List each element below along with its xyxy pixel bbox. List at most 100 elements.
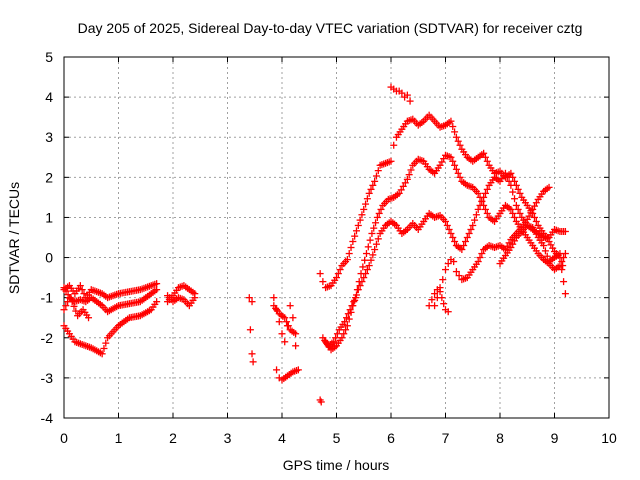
data-point-track-h xyxy=(292,342,300,350)
x-tick-label: 0 xyxy=(60,430,68,446)
data-point-track-l xyxy=(333,330,341,338)
axis-ticks xyxy=(63,56,610,419)
data-point-track-l xyxy=(373,213,381,221)
data-point-track-l xyxy=(332,334,340,342)
data-point-track-o xyxy=(452,268,460,276)
data-point-track-d xyxy=(60,284,68,292)
data-point-track-a xyxy=(76,282,84,290)
data-point-track-q xyxy=(540,242,548,250)
data-point-track-q xyxy=(556,250,564,258)
x-tick-label: 5 xyxy=(333,430,341,446)
data-point-track-m xyxy=(465,229,473,237)
data-point-track-h xyxy=(289,314,297,322)
data-point-track-k xyxy=(363,195,371,203)
data-point-track-k xyxy=(369,181,377,189)
data-point-track-m xyxy=(445,225,453,233)
data-point-track-o xyxy=(455,272,463,280)
data-point-track-o xyxy=(450,258,458,266)
x-tick-label: 9 xyxy=(551,430,559,446)
data-point-track-o xyxy=(474,258,482,266)
data-point-track-o xyxy=(545,183,553,191)
data-point-track-m xyxy=(367,256,375,264)
data-point-track-l xyxy=(405,171,413,179)
data-point-track-g xyxy=(245,294,253,302)
data-point-track-k xyxy=(362,200,370,208)
data-point-track-k xyxy=(365,189,373,197)
x-tick-label: 8 xyxy=(496,430,504,446)
data-point-track-h xyxy=(275,318,283,326)
data-point-track-l xyxy=(481,205,489,213)
data-point-track-m xyxy=(501,169,509,177)
data-point-track-l xyxy=(401,179,409,187)
data-point-track-d xyxy=(68,298,76,306)
data-point-track-l xyxy=(452,165,460,173)
data-point-track-m xyxy=(449,234,457,241)
data-point-track-d xyxy=(64,291,72,299)
data-point-track-c xyxy=(98,350,106,358)
data-point-track-g xyxy=(249,358,257,366)
data-point-track-l xyxy=(375,209,383,217)
data-point-track-m xyxy=(447,229,455,237)
data-point-track-o xyxy=(431,290,439,298)
data-point-track-l xyxy=(483,209,491,217)
y-tick-label: -4 xyxy=(41,410,54,426)
data-point-track-k xyxy=(561,290,569,298)
data-point-track-j xyxy=(283,318,291,326)
data-point-track-l xyxy=(447,153,455,161)
data-point-track-l xyxy=(451,161,459,169)
data-point-track-m xyxy=(476,201,484,209)
data-point-track-d xyxy=(66,294,74,302)
data-point-track-m xyxy=(472,211,480,219)
data-point-track-d xyxy=(72,307,80,315)
data-point-track-k xyxy=(516,189,524,197)
data-point-track-l xyxy=(449,157,457,165)
data-point-track-g xyxy=(246,326,254,334)
data-point-track-k xyxy=(351,232,359,240)
data-point-track-k xyxy=(352,227,360,235)
data-point-track-k xyxy=(532,217,540,225)
data-point-track-m xyxy=(372,240,380,248)
data-point-track-j xyxy=(281,314,289,322)
data-point-track-l xyxy=(560,254,568,262)
x-tick-label: 7 xyxy=(442,430,450,446)
x-tick-label: 3 xyxy=(224,430,232,446)
data-point-track-l xyxy=(454,169,462,177)
data-point-track-h xyxy=(286,302,294,310)
data-point-track-l xyxy=(330,338,338,346)
data-point-track-m xyxy=(561,227,569,235)
data-point-track-b xyxy=(153,286,161,294)
y-tick-label: -3 xyxy=(41,370,54,386)
data-point-track-k xyxy=(531,213,539,221)
data-point-track-l xyxy=(407,166,415,174)
data-point-track-m xyxy=(360,274,368,282)
data-point-track-k xyxy=(372,172,380,180)
x-tick-label: 10 xyxy=(601,430,617,446)
y-tick-label: 1 xyxy=(45,209,53,225)
data-point-track-m xyxy=(480,193,488,201)
data-point-track-m xyxy=(451,238,459,246)
data-point-track-k xyxy=(390,141,398,149)
y-tick-label: -2 xyxy=(41,330,54,346)
data-point-track-m xyxy=(463,234,471,241)
data-point-track-r xyxy=(317,398,325,406)
data-point-track-f xyxy=(191,294,199,302)
data-point-track-p xyxy=(440,300,448,308)
data-point-track-i xyxy=(273,366,281,374)
data-point-track-m xyxy=(358,278,366,286)
data-point-track-d xyxy=(85,314,93,322)
data-point-track-k xyxy=(354,221,362,229)
y-tick-labels: -4 -3 -2 -1 0 1 2 3 4 5 xyxy=(41,49,54,426)
data-point-track-m xyxy=(509,188,517,196)
data-point-track-k xyxy=(349,238,357,246)
data-point-track-l xyxy=(474,189,482,197)
data-point-track-m xyxy=(347,308,355,316)
data-point-track-a xyxy=(78,286,86,294)
data-point-track-o xyxy=(428,296,436,304)
data-point-track-m xyxy=(356,282,364,290)
x-tick-label: 2 xyxy=(169,430,177,446)
data-point-track-l xyxy=(511,213,519,221)
data-point-track-b xyxy=(60,306,68,314)
data-point-track-k xyxy=(452,133,460,141)
data-point-track-h xyxy=(270,294,278,302)
data-point-track-m xyxy=(460,242,468,250)
